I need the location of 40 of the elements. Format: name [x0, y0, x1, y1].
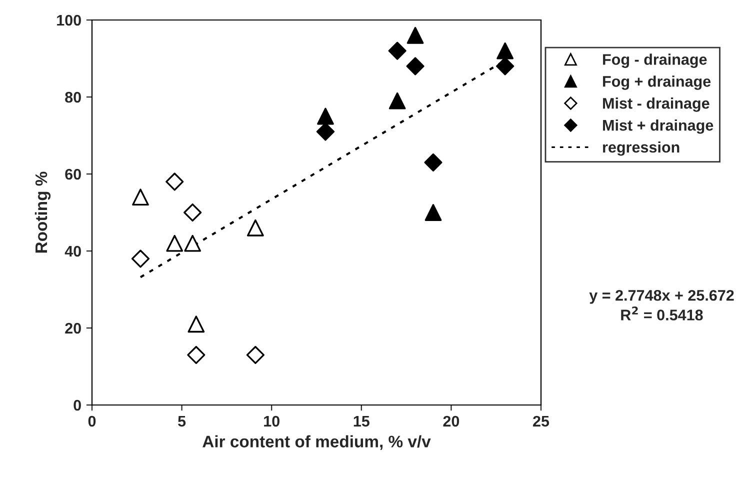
y-tick-label: 100: [57, 14, 81, 26]
legend-label: Fog - drainage: [603, 54, 707, 68]
point: [317, 108, 334, 125]
point: [166, 234, 184, 252]
point: [496, 57, 514, 76]
point: [316, 122, 335, 141]
point: [388, 42, 406, 60]
point: [246, 346, 264, 364]
y-tick-label: 60: [65, 168, 81, 180]
y-tick-label: 0: [74, 400, 81, 411]
y-axis-title: Rooting %: [34, 172, 51, 253]
legend-label: Mist + drainage: [603, 119, 714, 134]
point: [424, 153, 442, 172]
point: [166, 172, 184, 191]
x-axis-title: Air content of medium, % v/v: [202, 435, 431, 450]
point: [187, 346, 206, 364]
point: [131, 250, 150, 268]
x-tick-label: 25: [533, 416, 550, 427]
point: [132, 188, 149, 206]
y-tick-label: 20: [65, 322, 81, 334]
y-tick-label: 40: [64, 246, 81, 257]
point: [424, 204, 442, 221]
x-tick-label: 20: [443, 416, 460, 427]
point: [388, 92, 406, 110]
point: [406, 57, 424, 76]
x-tick-label: 0: [88, 416, 96, 427]
point: [184, 203, 202, 222]
x-tick-label: 10: [264, 416, 280, 427]
point: [406, 26, 424, 44]
y-tick-label: 80: [65, 92, 81, 103]
point: [188, 316, 205, 333]
point: [496, 42, 514, 60]
x-tick-label: 5: [178, 416, 186, 427]
legend-label: regression: [603, 141, 680, 156]
legend-label: Mist - drainage: [603, 98, 710, 112]
x-tick-label: 15: [354, 416, 370, 427]
text: y = 2.7748x + 25.672 R$^{2}$ = 0.5418: [589, 290, 734, 320]
legend-label: Fog + drainage: [603, 76, 711, 90]
point: [184, 234, 202, 252]
point: [246, 219, 264, 236]
